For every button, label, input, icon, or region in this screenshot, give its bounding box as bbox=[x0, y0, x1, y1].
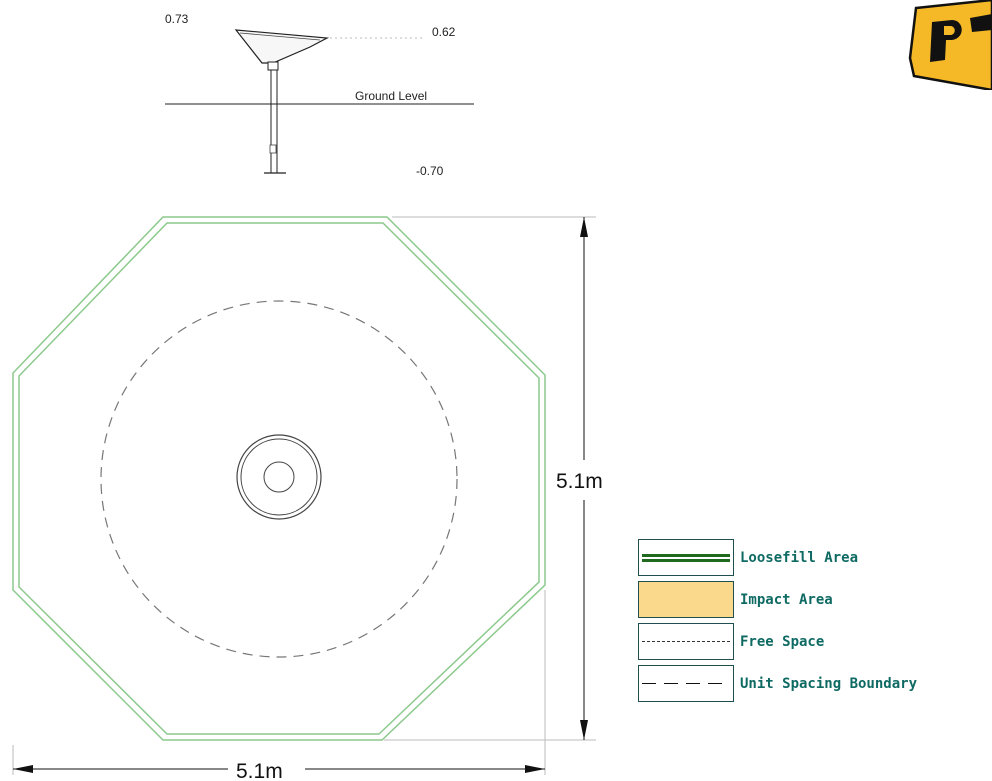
rim-height-label: 0.62 bbox=[432, 25, 456, 39]
legend-label-impact: Impact Area bbox=[740, 591, 833, 608]
legend-item-unit-spacing: Unit Spacing Boundary bbox=[638, 665, 917, 702]
depth-label: -0.70 bbox=[416, 164, 444, 178]
legend-item-loosefill: Loosefill Area bbox=[638, 539, 917, 576]
legend-label-unit-spacing: Unit Spacing Boundary bbox=[740, 675, 918, 692]
width-dimension-label: 5.1m bbox=[236, 760, 283, 781]
height-dimension bbox=[384, 216, 596, 741]
free-space-swatch bbox=[638, 623, 734, 660]
legend-item-free-space: Free Space bbox=[638, 623, 917, 660]
legend-label-free-space: Free Space bbox=[740, 633, 825, 650]
spinner-elevation-icon bbox=[234, 29, 330, 174]
top-height-label: 0.73 bbox=[165, 12, 189, 26]
spinner-plan-icon bbox=[236, 434, 322, 520]
loosefill-octagon-outer bbox=[12, 216, 546, 741]
legend-label-loosefill: Loosefill Area bbox=[740, 549, 859, 566]
ground-level-label: Ground Level bbox=[355, 89, 427, 103]
elevation-view: 0.73 0.62 Ground Level -0.70 bbox=[165, 12, 474, 178]
height-dimension-label: 5.1m bbox=[556, 470, 603, 493]
width-dimension bbox=[12, 590, 546, 775]
impact-swatch bbox=[638, 581, 734, 618]
brand-logo bbox=[908, 0, 992, 90]
loosefill-octagon-inner bbox=[18, 222, 540, 735]
unit-spacing-swatch bbox=[638, 665, 734, 702]
loosefill-swatch bbox=[638, 539, 734, 576]
free-space-circle bbox=[100, 300, 458, 658]
legend-item-impact: Impact Area bbox=[638, 581, 917, 618]
legend: Loosefill Area Impact Area Free Space Un… bbox=[638, 539, 917, 707]
plan-view: 5.1m 5.1m bbox=[12, 216, 603, 781]
